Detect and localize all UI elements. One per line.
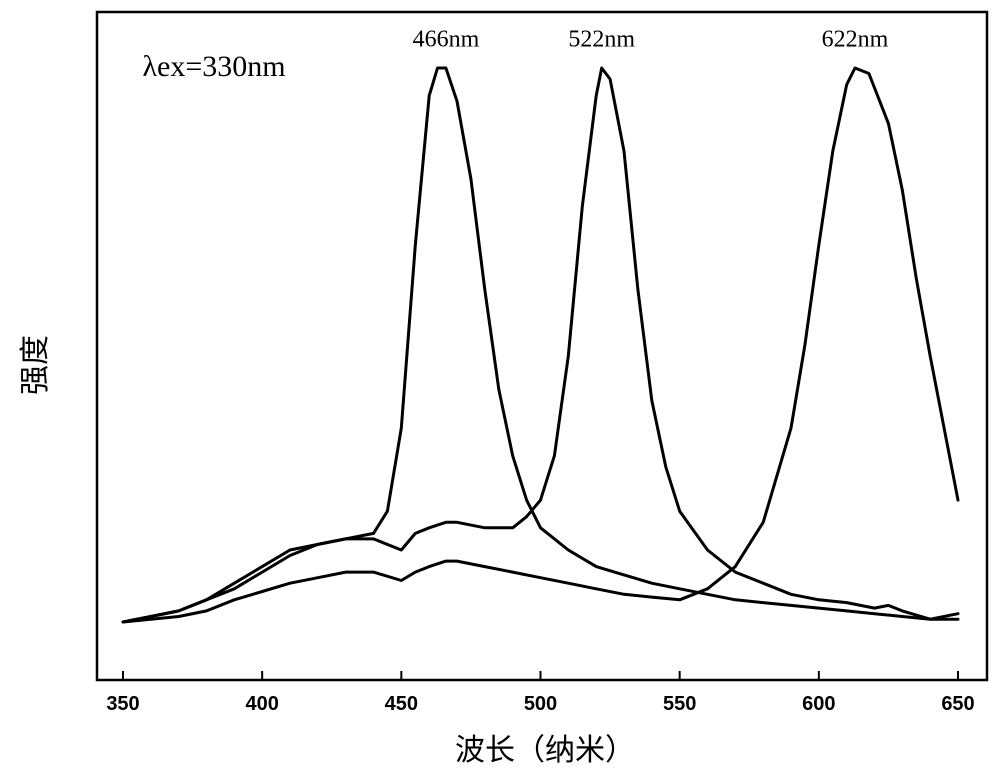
x-axis-ticks [123, 671, 958, 680]
plot-area-frame [97, 12, 987, 680]
x-tick-label: 350 [106, 693, 139, 715]
y-axis-title: 强度 [18, 335, 53, 395]
x-tick-label: 400 [245, 693, 278, 715]
x-axis-title: 波长（纳米） [455, 733, 635, 768]
series-lines [123, 68, 958, 622]
x-tick-label: 500 [524, 693, 557, 715]
x-axis-tick-labels: 350 400 450 500 550 600 650 [106, 693, 974, 715]
peak-label-466: 466nm [413, 27, 480, 53]
x-tick-label: 550 [663, 693, 696, 715]
series-line-3 [123, 68, 958, 622]
x-tick-label: 600 [802, 693, 835, 715]
peak-label-622: 622nm [822, 27, 889, 53]
x-tick-label: 450 [385, 693, 418, 715]
peak-label-522: 522nm [568, 27, 635, 53]
excitation-annotation: λex=330nm [143, 50, 286, 83]
x-tick-label: 650 [941, 693, 974, 715]
